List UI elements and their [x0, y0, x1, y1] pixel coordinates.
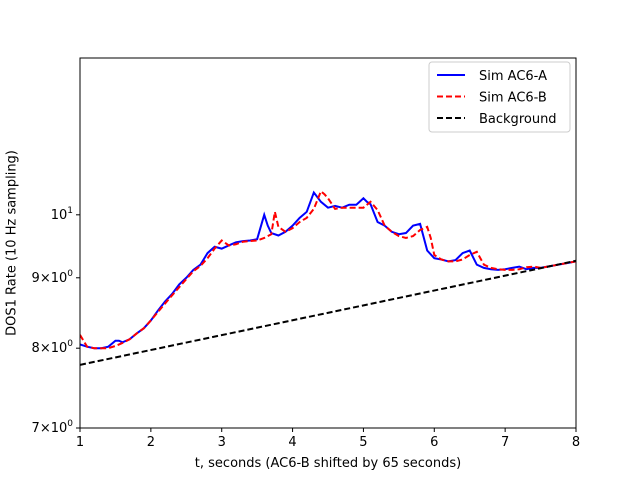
- x-tick-label: 6: [430, 435, 438, 450]
- plot-area: [79, 57, 577, 429]
- x-axis-label: t, seconds (AC6-B shifted by 65 seconds): [195, 456, 461, 471]
- series-line-background: [80, 259, 576, 366]
- legend: Sim AC6-A Sim AC6-B Background: [428, 61, 571, 133]
- x-tick-label: 5: [359, 435, 367, 450]
- y-tick-label: 8×100: [32, 339, 74, 356]
- legend-box: [428, 61, 571, 133]
- y-axis-label: DOS1 Rate (10 Hz sampling): [5, 150, 20, 336]
- series-line-sim-ac6-b: [80, 189, 576, 350]
- y-tick-label: 101: [51, 206, 73, 223]
- x-tick-label: 8: [572, 435, 580, 450]
- x-tick-label: 7: [501, 435, 509, 450]
- legend-label: Sim AC6-A: [479, 69, 547, 84]
- legend-label: Background: [479, 112, 557, 127]
- series-line-sim-ac6-a: [80, 190, 576, 350]
- x-tick-label: 1: [76, 435, 84, 450]
- legend-label: Sim AC6-B: [479, 91, 547, 106]
- x-axis-ticks: 1 2 3 4 5 6 7 8: [76, 428, 580, 450]
- x-tick-label: 4: [288, 435, 296, 450]
- x-tick-label: 2: [147, 435, 155, 450]
- y-axis-ticks: 7×100 8×100 9×100 101: [32, 206, 80, 436]
- axes-frame: [79, 57, 577, 429]
- y-tick-label: 9×100: [32, 269, 74, 286]
- x-tick-label: 3: [218, 435, 226, 450]
- y-tick-label: 7×100: [32, 419, 74, 436]
